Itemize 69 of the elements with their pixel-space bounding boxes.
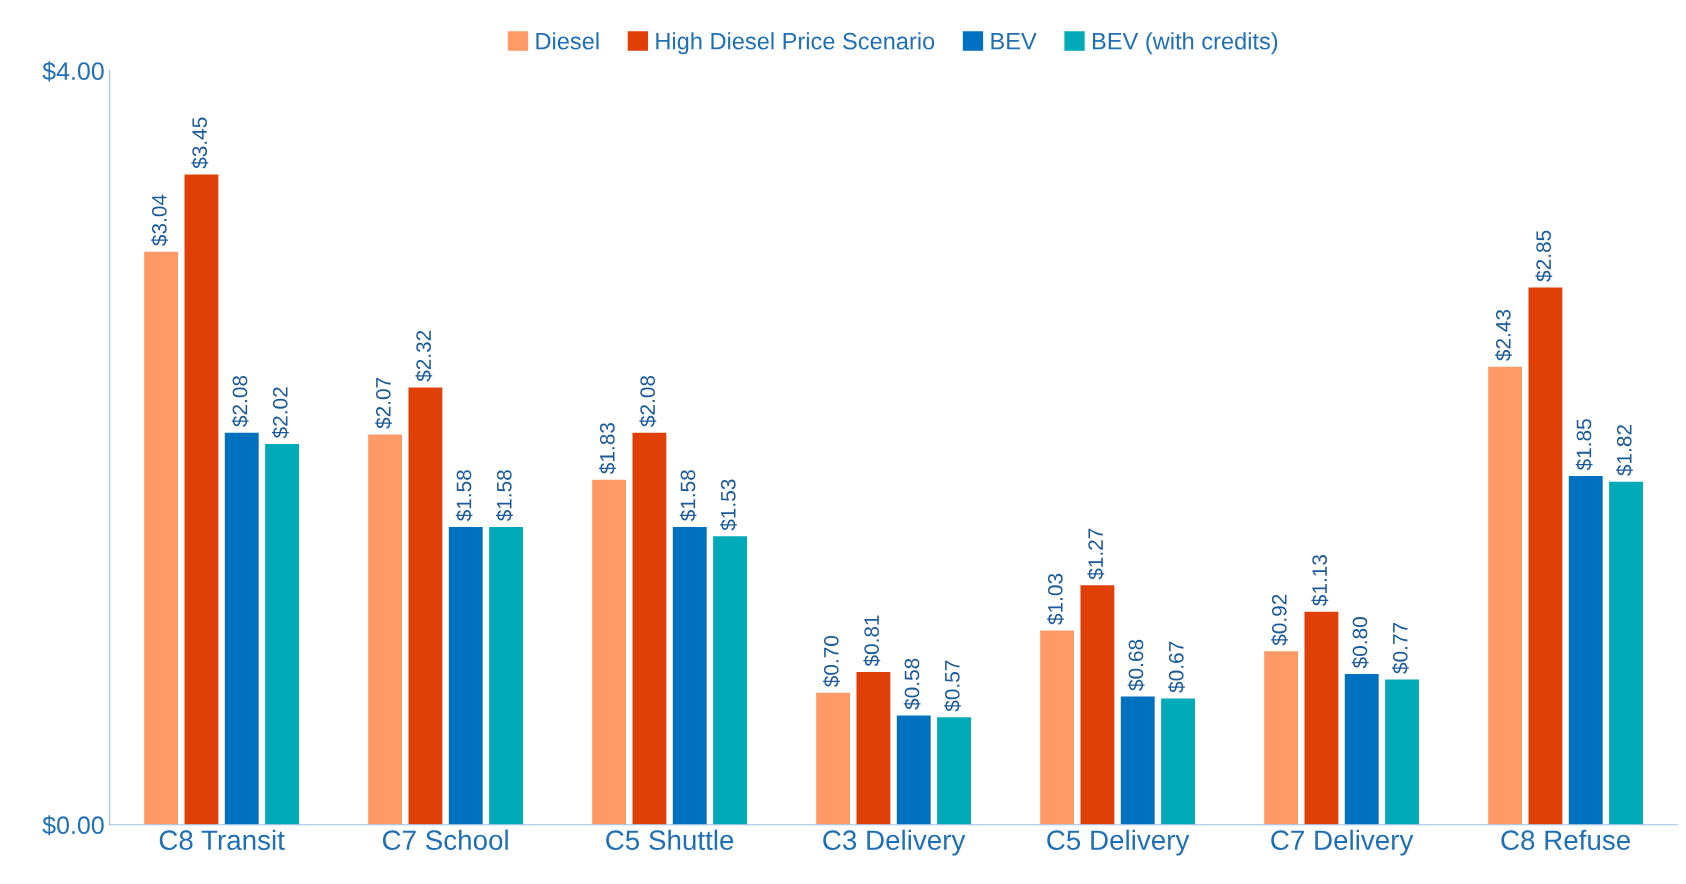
bar [1304,611,1339,825]
data-label: $1.03 [1047,573,1064,625]
bar [592,479,627,825]
data-label: $1.85 [1575,419,1593,471]
data-label: $0.92 [1271,594,1288,646]
data-label: $1.58 [496,470,513,522]
data-label: $2.07 [375,377,392,429]
data-label: $1.58 [455,470,473,522]
bar [1568,476,1603,825]
bar [937,717,971,825]
bar [1040,630,1075,825]
data-label: $2.08 [231,375,249,427]
legend-label: High Diesel Price Scenario [656,32,935,55]
x-tick-label: C7 Delivery [1271,829,1414,856]
data-label: $1.83 [599,423,616,475]
data-label: $3.45 [191,117,209,169]
y-tick-label: $4.00 [42,61,104,82]
data-label: $2.32 [415,330,433,382]
x-tick-label: C3 Delivery [823,829,966,856]
x-tick-label: C5 Delivery [1047,829,1190,856]
bar [265,443,299,825]
x-tick-label: C8 Transit [159,829,285,851]
data-label: $1.58 [679,470,697,522]
bar [896,715,931,825]
data-label: $0.80 [1351,617,1369,669]
bar [368,434,403,825]
data-label: $0.77 [1392,622,1409,674]
data-label: $1.13 [1311,554,1329,606]
bar [1609,481,1643,825]
bar [184,174,219,825]
data-label: $0.70 [823,635,840,688]
data-label: $0.68 [1127,639,1145,691]
data-label: $1.27 [1087,528,1105,580]
bar [408,387,443,825]
data-label: $2.02 [272,387,289,439]
bar [1264,651,1299,825]
data-label: $0.57 [944,660,961,712]
legend-label: BEV [991,33,1037,50]
data-label: $2.43 [1495,309,1512,361]
bar [1080,585,1115,825]
data-label: $1.82 [1616,425,1633,476]
data-label: $2.85 [1535,230,1553,282]
bar [1344,673,1379,825]
data-label: $1.53 [720,479,737,531]
bar [672,526,707,825]
y-tick-label: $0.00 [42,815,104,836]
bar [489,526,523,825]
x-tick-label: C5 Shuttle [606,829,734,851]
x-tick-label: C7 School [382,829,508,851]
data-label: $3.04 [151,194,168,246]
data-label: $0.58 [903,658,921,710]
data-label: $0.81 [863,615,881,667]
legend-label: Diesel [536,32,599,50]
bar [224,432,259,825]
bar [1120,696,1155,825]
bar [448,526,483,825]
bar [1488,366,1523,825]
bar [816,692,851,825]
bar [1528,287,1563,825]
bar [856,672,891,825]
legend-label: BEV (with credits) [1092,32,1278,55]
bar [1385,679,1419,825]
bar [713,536,747,825]
x-tick-label: C8 Refuse [1501,829,1630,851]
bar [144,251,179,825]
data-label: $0.67 [1168,641,1185,693]
bar [1161,698,1195,825]
bar [632,432,667,825]
data-label: $2.08 [639,375,657,427]
